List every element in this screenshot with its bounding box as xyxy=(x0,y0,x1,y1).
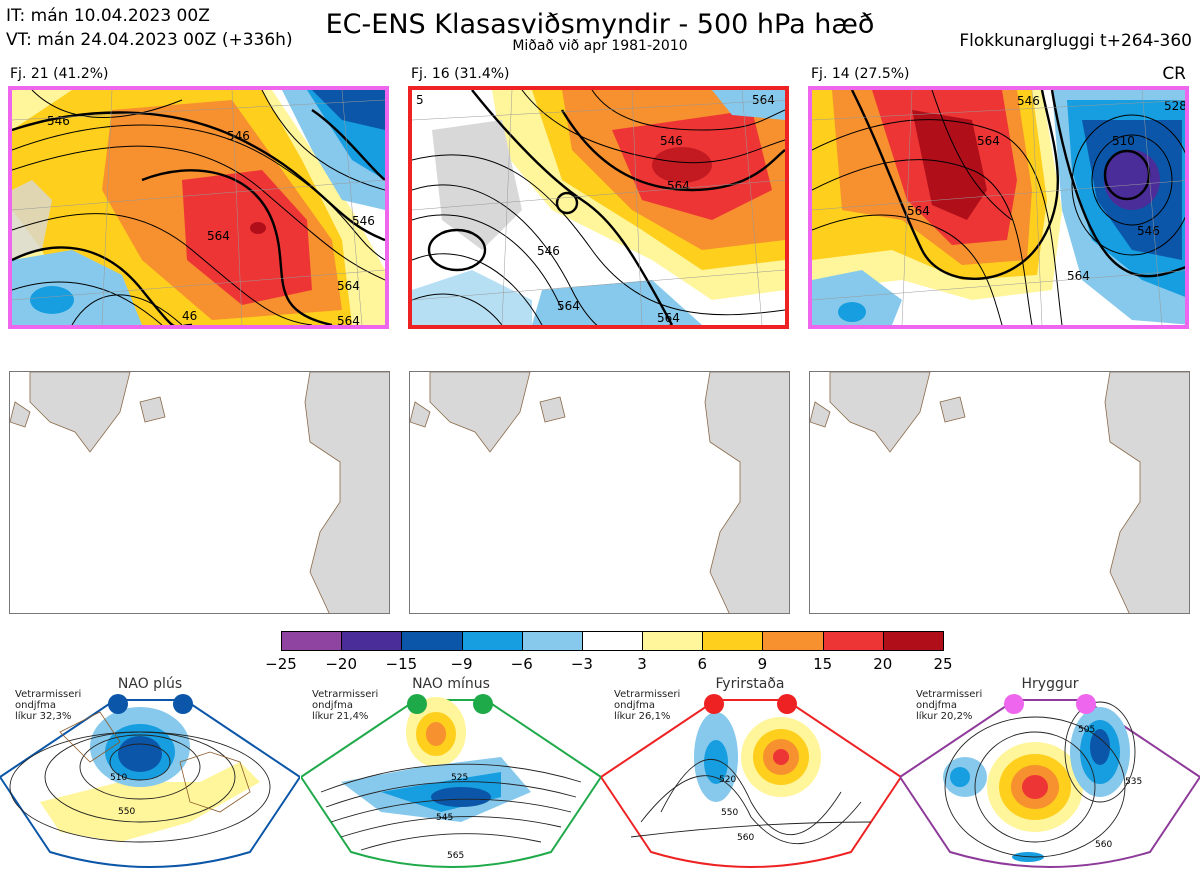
regime-title-blocking: Fyrirstaða xyxy=(715,676,785,692)
colorbar-tick-label: −6 xyxy=(510,655,533,673)
colorbar-cell xyxy=(401,631,463,651)
contour-label: 564 xyxy=(752,93,775,107)
contour-label: 46 xyxy=(182,309,197,323)
contour-label: 550 xyxy=(118,807,135,817)
contour-label: 535 xyxy=(1125,777,1142,787)
colorbar-cell xyxy=(341,631,403,651)
colorbar-tick-label: 20 xyxy=(873,655,893,673)
colorbar-cell xyxy=(281,631,343,651)
classification-window: Flokkunargluggi t+264-360 xyxy=(959,31,1192,51)
cluster-map-1: 546 546 564 564 546 564 46 xyxy=(8,86,389,329)
init-time: IT: mán 10.04.2023 00Z xyxy=(6,6,210,26)
contour-label: 564 xyxy=(557,299,580,313)
colorbar-tick-label: −9 xyxy=(450,655,473,673)
empty-map-2 xyxy=(409,371,790,614)
empty-map-1 xyxy=(9,371,390,614)
contour-label: 546 xyxy=(47,114,70,128)
colorbar xyxy=(281,631,944,653)
colorbar-tick-label: −20 xyxy=(325,655,357,673)
colorbar-tick-label: 3 xyxy=(637,655,647,673)
contour-label: 546 xyxy=(352,214,375,228)
climatology-subtitle: Miðað við apr 1981-2010 xyxy=(512,38,688,54)
cluster-map-2: 546 564 546 564 564 564 5 xyxy=(408,86,789,329)
panel-2-label: Fj. 16 (31.4%) xyxy=(411,66,510,82)
contour-label: 5 xyxy=(416,93,424,107)
contour-label: 550 xyxy=(721,808,738,818)
contour-label: 560 xyxy=(737,833,754,843)
contour-label: 564 xyxy=(907,204,930,218)
contour-label: 564 xyxy=(657,311,680,325)
page-title: EC-ENS Klasasviðsmyndir - 500 hPa hæð xyxy=(325,9,875,40)
panel-3-label: Fj. 14 (27.5%) xyxy=(811,66,910,82)
contour-label: 545 xyxy=(436,813,453,823)
contour-label: 546 xyxy=(660,134,683,148)
contour-label: 564 xyxy=(207,229,230,243)
colorbar-cell xyxy=(642,631,704,651)
colorbar-tick-label: 9 xyxy=(757,655,768,673)
colorbar-cell xyxy=(702,631,764,651)
colorbar-cell xyxy=(581,631,644,651)
colorbar-tick-label: 6 xyxy=(697,655,708,673)
contour-label: 565 xyxy=(447,851,464,861)
colorbar-cell xyxy=(822,631,884,651)
regime-title-nao-minus: NAO mínus xyxy=(412,676,490,692)
regime-nao-minus-map: 525 545 565 xyxy=(299,672,603,872)
contour-label: 564 xyxy=(337,314,360,325)
colorbar-tick-label: −25 xyxy=(265,655,297,673)
regime-note-nao-minus: Vetrarmisseri ondjfma líkur 21,4% xyxy=(312,689,379,722)
contour-label: 528 xyxy=(1164,99,1187,113)
colorbar-cell xyxy=(461,631,523,651)
colorbar-tick-label: 15 xyxy=(813,655,833,673)
colorbar-tick-label: 25 xyxy=(933,655,953,673)
colorbar-cell xyxy=(762,631,824,651)
regime-note-blocking: Vetrarmisseri ondjfma líkur 26,1% xyxy=(614,689,681,722)
regime-title-nao-plus: NAO plús xyxy=(117,676,183,692)
contour-label: 546 xyxy=(1137,224,1160,238)
cr-label: CR xyxy=(1162,64,1186,84)
contour-label: 564 xyxy=(337,279,360,293)
regime-title-ridge: Hryggur xyxy=(1021,676,1079,692)
regime-note-ridge: Vetrarmisseri ondjfma líkur 20,2% xyxy=(916,689,983,722)
empty-map-3 xyxy=(809,371,1190,614)
contour-label: 546 xyxy=(227,129,250,143)
contour-label: 510 xyxy=(1112,134,1135,148)
colorbar-tick-label: −3 xyxy=(570,655,593,673)
contour-label: 525 xyxy=(451,773,468,783)
colorbar-cell xyxy=(521,631,583,651)
regime-blocking-map: 520 550 560 xyxy=(599,672,903,872)
valid-time: VT: mán 24.04.2023 00Z (+336h) xyxy=(6,30,293,50)
contour-label: 546 xyxy=(537,244,560,258)
cluster-map-3: 564 564 510 546 546 564 528 xyxy=(808,86,1189,329)
contour-label: 510 xyxy=(110,773,127,783)
contour-label: 520 xyxy=(719,775,736,785)
contour-label: 564 xyxy=(667,179,690,193)
colorbar-tick-label: −15 xyxy=(385,655,418,673)
contour-label: 564 xyxy=(977,134,1000,148)
colorbar-cell xyxy=(882,631,944,651)
regime-note-nao-plus: Vetrarmisseri ondjfma líkur 32,3% xyxy=(15,689,82,722)
contour-label: 546 xyxy=(1017,94,1040,108)
contour-label: 560 xyxy=(1095,840,1112,850)
contour-label: 564 xyxy=(1067,269,1090,283)
regime-ridge-map: 505 535 560 xyxy=(898,672,1200,872)
contour-label: 505 xyxy=(1078,725,1095,735)
regime-nao-plus-map: 510 550 xyxy=(0,672,302,872)
panel-1-label: Fj. 21 (41.2%) xyxy=(10,66,109,82)
